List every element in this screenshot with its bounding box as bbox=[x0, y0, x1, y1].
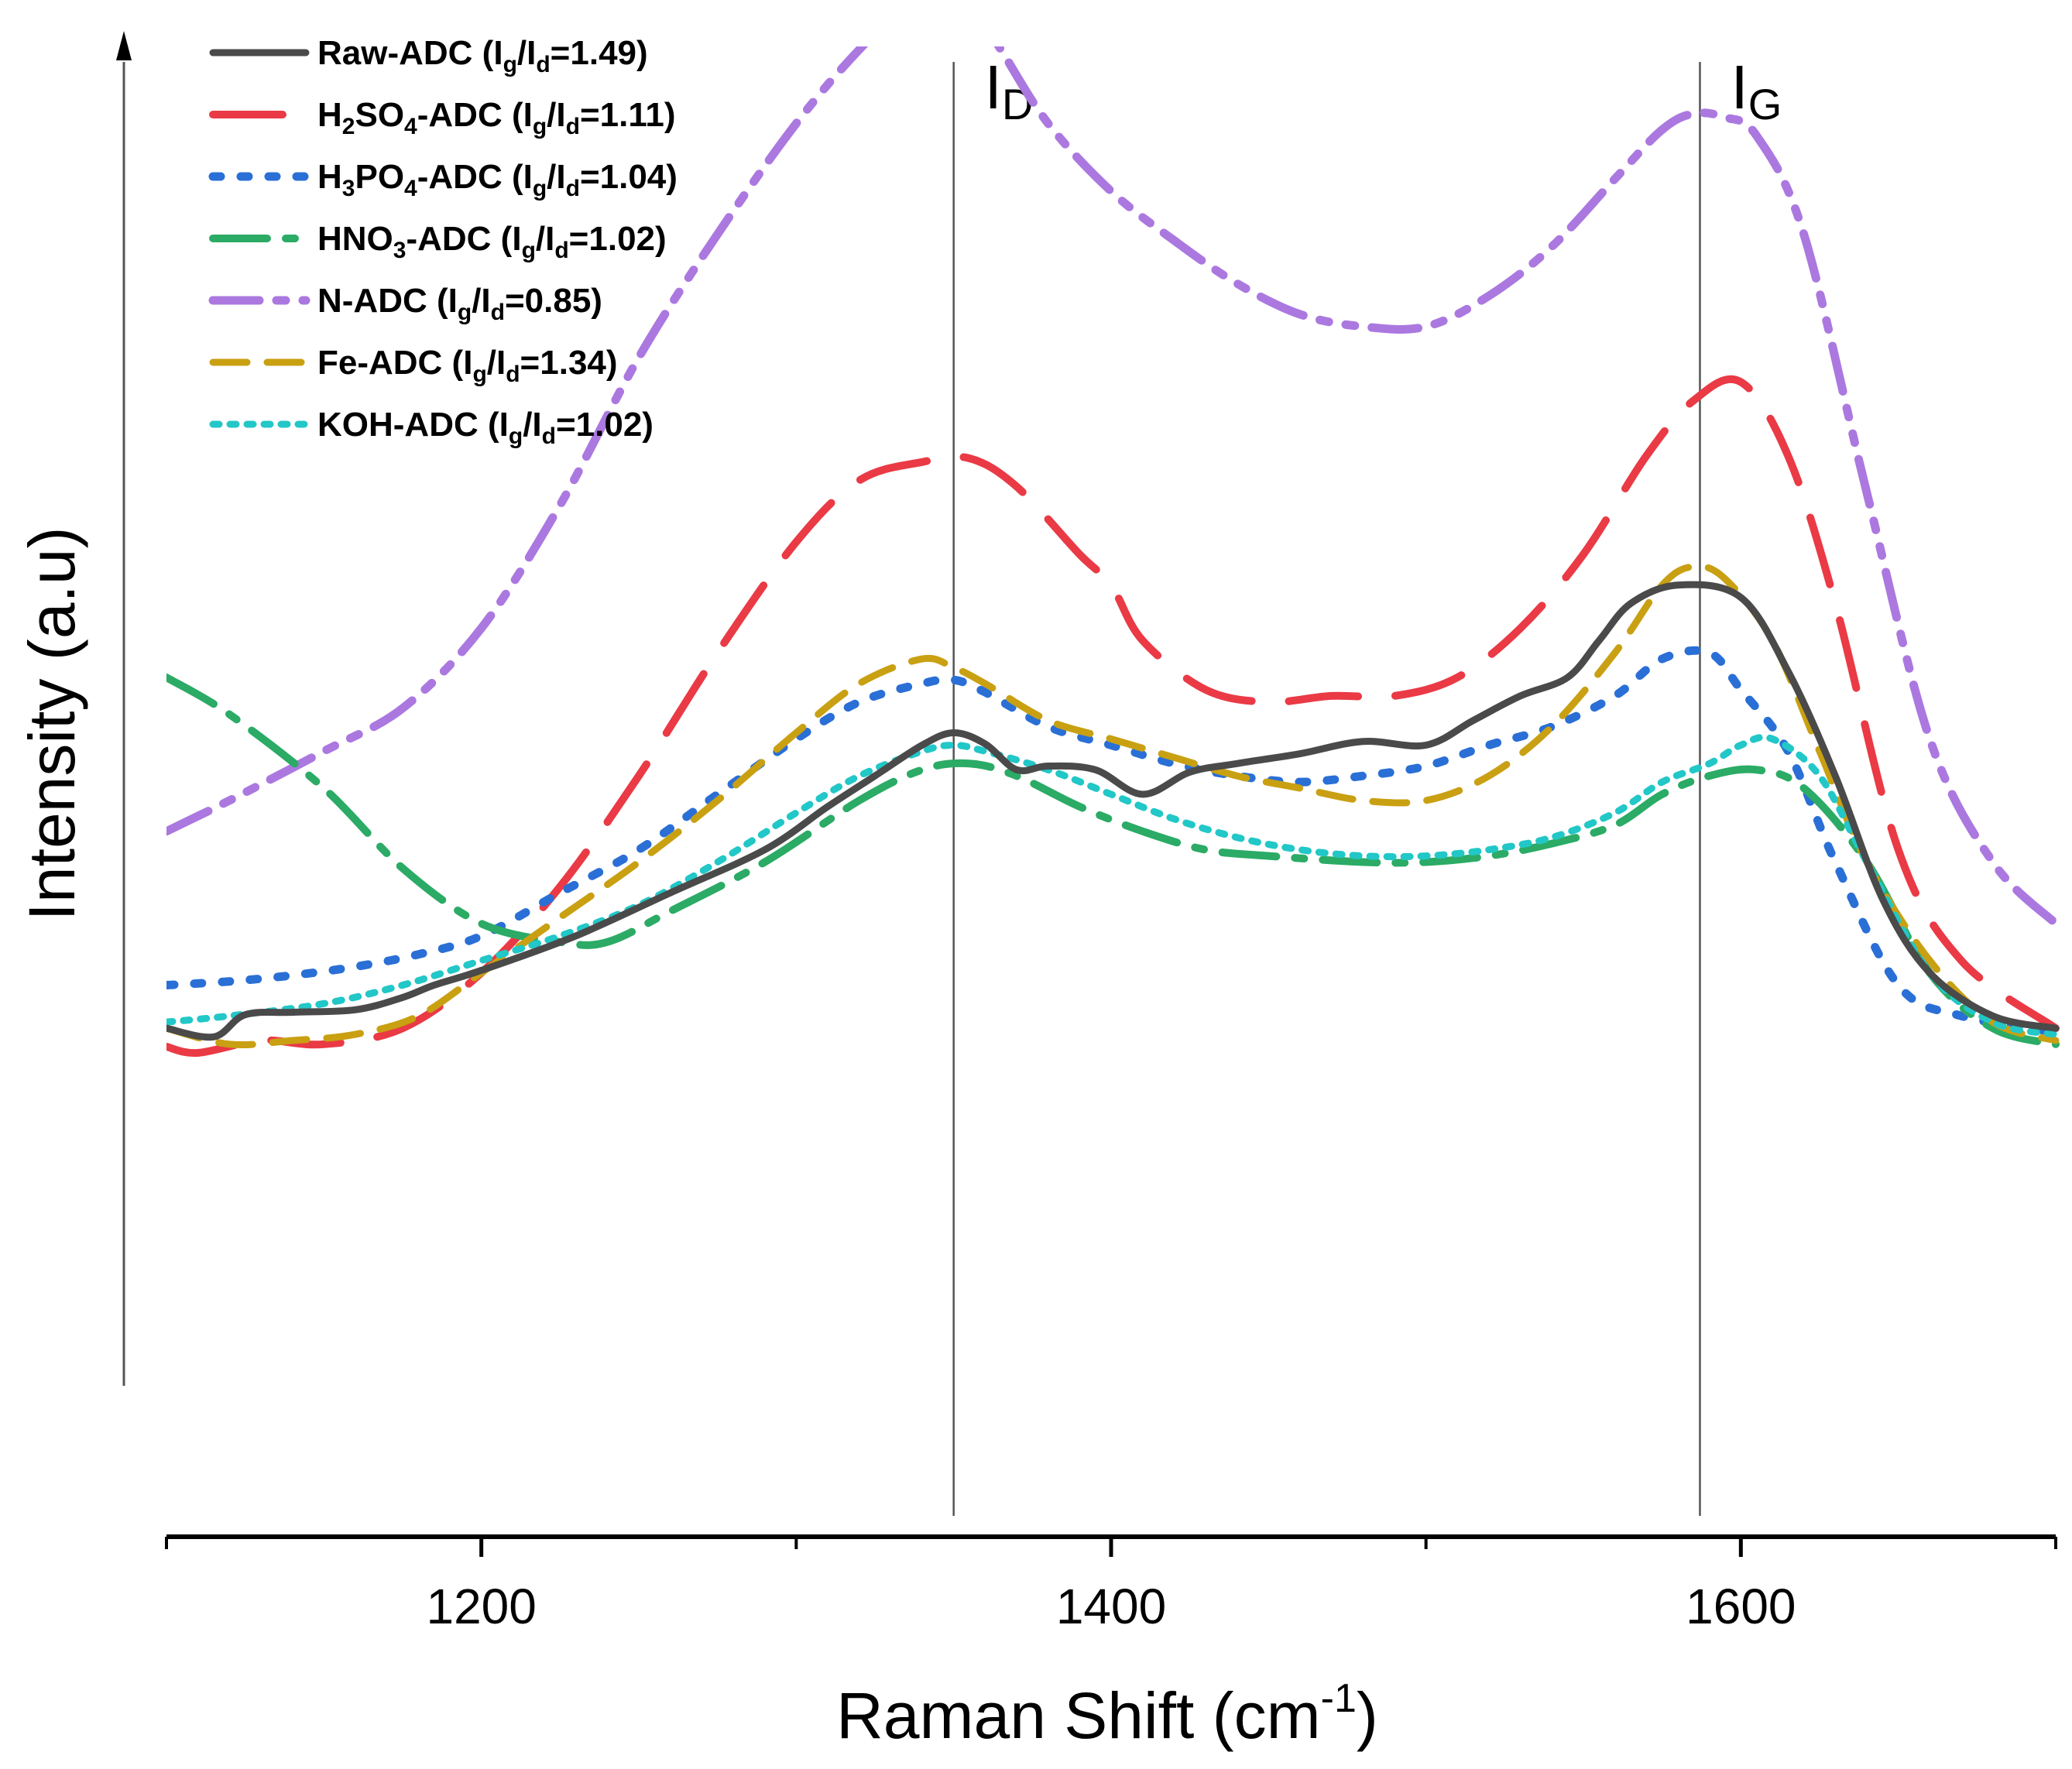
legend-entry-raw-adc: Raw-ADC (Ig/Id=1.49) bbox=[317, 34, 648, 77]
y-axis-title: Intensity (a.u) bbox=[15, 527, 88, 921]
legend-entry-fe-adc: Fe-ADC (Ig/Id=1.34) bbox=[317, 344, 618, 387]
x-tick-label: 1600 bbox=[1686, 1579, 1796, 1634]
series-line-raw-adc bbox=[166, 581, 2060, 1041]
legend: Raw-ADC (Ig/Id=1.49) H2SO4-ADC (Ig/Id=1.1… bbox=[208, 34, 678, 449]
series-line-h2so4-adc bbox=[166, 375, 2060, 1058]
series-line-n-adc bbox=[166, 46, 2060, 928]
legend-entry-h2so4-adc: H2SO4-ADC (Ig/Id=1.11) bbox=[317, 96, 676, 139]
y-axis-arrow-icon bbox=[116, 31, 132, 60]
series-line-koh-adc bbox=[166, 733, 2060, 1038]
legend-entry-koh-adc: KOH-ADC (Ig/Id=1.02) bbox=[317, 406, 654, 449]
x-tick-label: 1200 bbox=[426, 1579, 536, 1634]
x-axis-title: Raman Shift (cm-1) bbox=[836, 1676, 1378, 1752]
legend-entry-n-adc: N-ADC (Ig/Id=0.85) bbox=[317, 282, 602, 325]
peak-label-sub: G bbox=[1748, 80, 1782, 129]
legend-entry-h3po4-adc: H3PO4-ADC (Ig/Id=1.04) bbox=[317, 158, 678, 201]
series-line-h3po4-adc bbox=[166, 646, 2060, 1037]
series-line-hno3-adc bbox=[166, 674, 2060, 1048]
axis-labels: Raman Shift (cm-1) Intensity (a.u) bbox=[15, 527, 1378, 1752]
legend-entry-hno3-adc: HNO3-ADC (Ig/Id=1.02) bbox=[317, 220, 667, 263]
x-tick-label: 1400 bbox=[1056, 1579, 1166, 1634]
series-layer bbox=[166, 46, 2060, 1058]
